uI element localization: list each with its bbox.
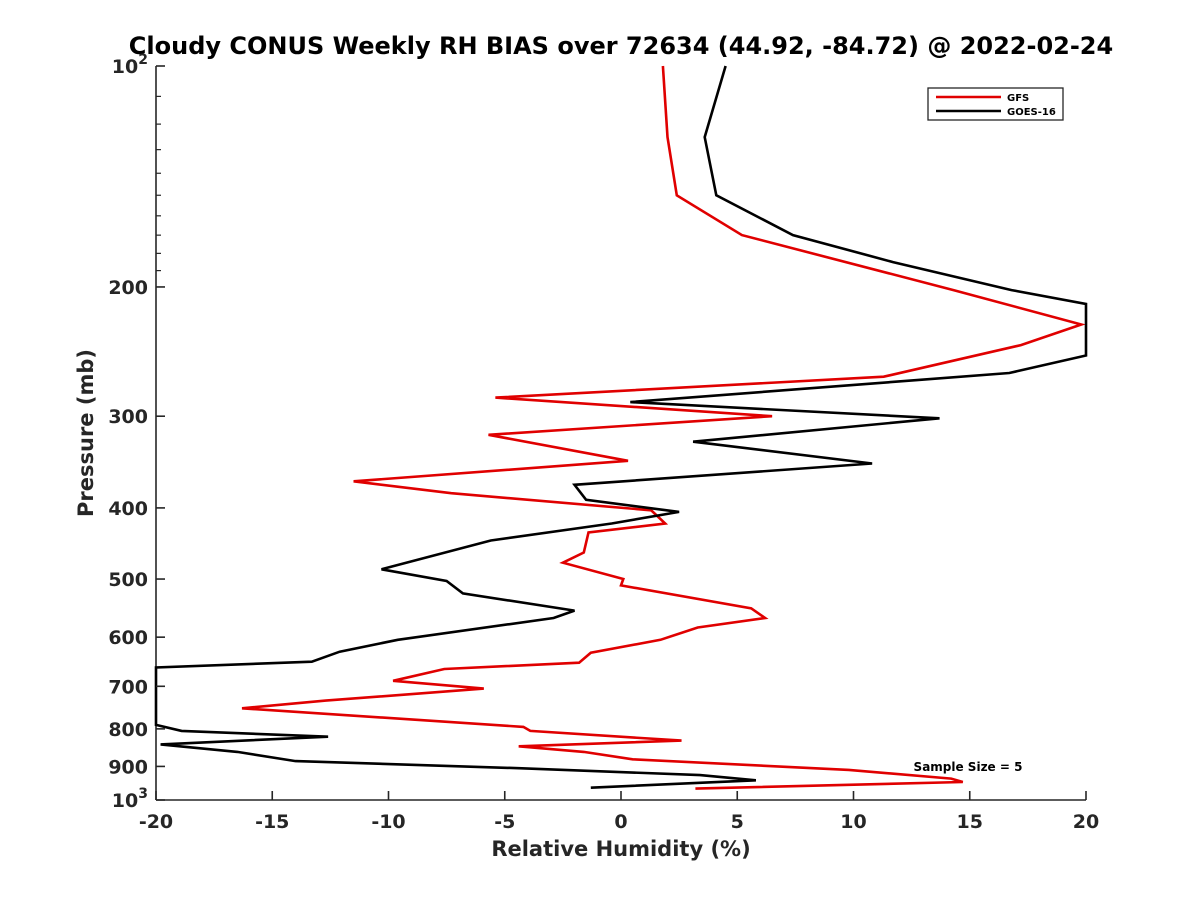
series-line-goes-16 bbox=[154, 65, 1088, 789]
x-tick-label: -15 bbox=[255, 811, 289, 833]
x-tick-label: 20 bbox=[1073, 811, 1099, 833]
y-tick-label: 400 bbox=[108, 498, 148, 520]
y-tick-base: 10 bbox=[112, 56, 138, 78]
legend-label: GFS bbox=[1007, 93, 1029, 104]
x-tick-label: 0 bbox=[614, 811, 627, 833]
series-layer bbox=[154, 65, 1088, 790]
y-tick-label: 600 bbox=[108, 627, 148, 649]
series-line-gfs bbox=[241, 65, 1086, 790]
y-tick-exponent: 3 bbox=[138, 786, 148, 802]
chart-title: Cloudy CONUS Weekly RH BIAS over 72634 (… bbox=[129, 32, 1113, 60]
x-tick-label: 15 bbox=[957, 811, 983, 833]
sample-size-annotation: Sample Size = 5 bbox=[914, 760, 1023, 774]
y-tick-label: 102 bbox=[112, 52, 148, 78]
plot-frame bbox=[155, 66, 1086, 801]
y-tick-label: 500 bbox=[108, 569, 148, 591]
y-tick-label: 700 bbox=[108, 676, 148, 698]
legend: GFS GOES-16 bbox=[927, 87, 1064, 121]
y-tick-label: 900 bbox=[108, 756, 148, 778]
legend-box bbox=[927, 87, 1064, 121]
y-tick-label: 200 bbox=[108, 277, 148, 299]
y-axis-label: Pressure (mb) bbox=[74, 349, 98, 517]
x-tick-label: 5 bbox=[731, 811, 744, 833]
x-tick-label: -20 bbox=[139, 811, 173, 833]
y-tick-exponent: 2 bbox=[138, 52, 148, 68]
x-tick-label: -5 bbox=[494, 811, 515, 833]
x-axis-label: Relative Humidity (%) bbox=[491, 837, 750, 861]
legend-entries: GFS GOES-16 bbox=[936, 93, 1056, 118]
x-tick-label: 10 bbox=[840, 811, 866, 833]
y-tick-label: 800 bbox=[108, 719, 148, 741]
y-tick-label: 103 bbox=[112, 786, 148, 812]
y-tick-label: 300 bbox=[108, 406, 148, 428]
y-tick-base: 10 bbox=[112, 790, 138, 812]
x-tick-label: -10 bbox=[371, 811, 405, 833]
x-axis-ticks: -20 -15 -10 -5 0 5 10 15 20 bbox=[139, 791, 1099, 833]
legend-label: GOES-16 bbox=[1007, 107, 1056, 118]
